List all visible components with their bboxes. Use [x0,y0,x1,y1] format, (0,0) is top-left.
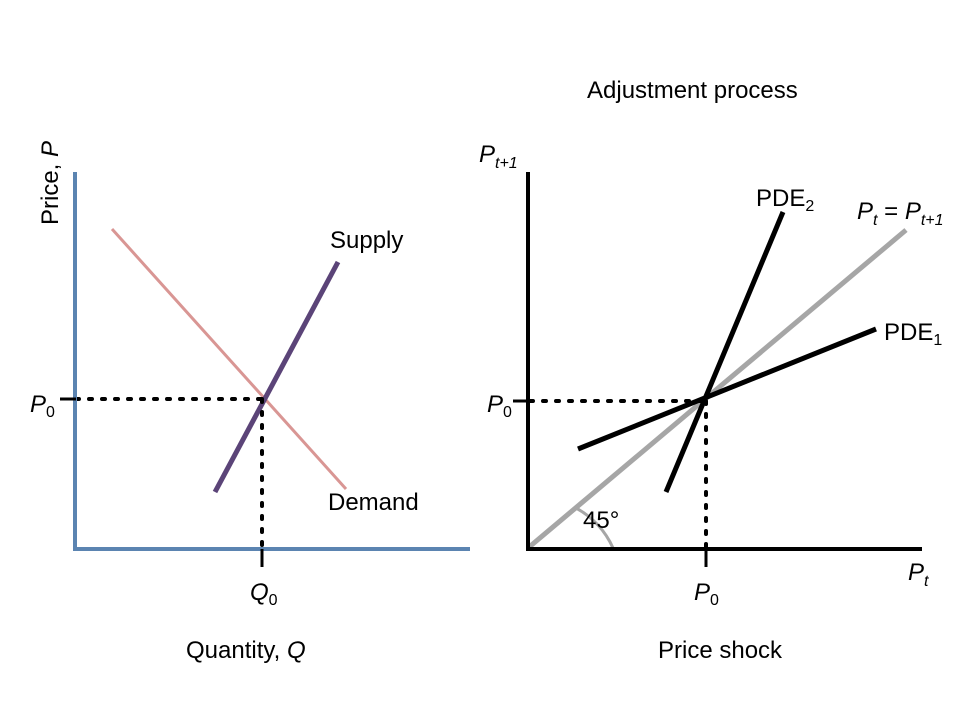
pde1-line [577,326,877,452]
pde2-line [663,211,786,493]
q0-label: Q0 [250,579,278,609]
p0-y-label: P0 [487,391,512,421]
demand-line [110,227,348,491]
adjustment-title: Adjustment process [587,77,798,104]
diagonal-line [526,228,908,550]
supply-demand-chart: Price, P Supply Demand P0 Q0 Quantity, Q [30,141,470,664]
p0-label: P0 [30,391,55,421]
demand-label: Demand [328,489,419,516]
pde2-label: PDE2 [756,185,814,215]
supply-line [212,260,341,494]
p0-x-label: P0 [694,579,719,609]
angle-label: 45° [583,507,619,534]
price-axis-label: Price, P [37,141,64,225]
adjustment-process-chart: Adjustment process Pt+1 Pt PDE2 PDE1 [479,77,944,664]
price-shock-label: Price shock [658,637,783,664]
pde1-label: PDE1 [884,319,942,349]
quantity-axis-label: Quantity, Q [186,637,306,664]
equilibrium-line-label: Pt = Pt+1 [857,198,944,229]
x-axis-label: Pt [908,559,929,590]
supply-label: Supply [330,227,403,254]
angle-arc [575,506,615,549]
y-axis-label: Pt+1 [479,141,518,172]
